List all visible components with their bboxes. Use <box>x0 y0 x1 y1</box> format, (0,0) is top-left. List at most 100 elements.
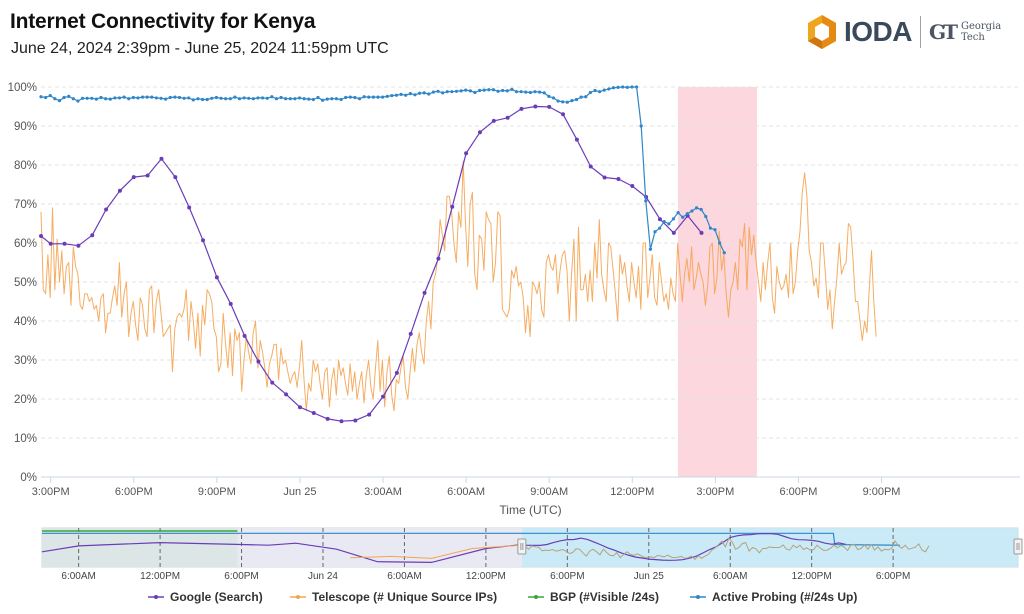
legend-symbol-marker <box>154 595 158 599</box>
active-probing-point <box>399 92 403 97</box>
y-tick-label: 70% <box>14 199 37 211</box>
active-probing-point <box>339 97 343 102</box>
active-probing-point <box>658 226 662 230</box>
active-probing-point <box>584 95 588 99</box>
active-probing-point <box>588 90 592 95</box>
active-probing-point <box>205 97 209 102</box>
active-probing-point <box>237 97 242 101</box>
google-point <box>117 188 122 193</box>
series-active-probing <box>39 85 726 255</box>
active-probing-point <box>210 96 214 100</box>
active-probing-point <box>704 214 708 219</box>
active-probing-point <box>454 89 459 93</box>
active-probing-point <box>122 95 126 99</box>
active-probing-point <box>62 95 66 100</box>
google-point <box>699 230 704 235</box>
x-tick-label: 9:00PM <box>863 486 901 498</box>
y-tick-label: 60% <box>14 238 37 250</box>
active-probing-point <box>224 97 228 101</box>
navigator-left-handle[interactable] <box>517 538 527 555</box>
active-probing-point <box>279 95 283 100</box>
y-tick-label: 80% <box>14 160 37 172</box>
date-range-subtitle: June 24, 2024 2:39pm - June 25, 2024 11:… <box>11 40 389 57</box>
google-point <box>76 243 81 248</box>
navigator-tick-label: 12:00PM <box>140 571 180 582</box>
active-probing-point <box>381 95 385 99</box>
active-probing-point <box>371 95 376 99</box>
active-probing-point <box>321 98 325 102</box>
navigator-unselected-shade <box>237 528 522 567</box>
active-probing-point <box>256 96 260 100</box>
active-probing-point <box>164 97 168 101</box>
active-probing-point <box>293 97 297 101</box>
active-probing-point <box>247 96 251 100</box>
google-point <box>173 175 178 180</box>
active-probing-point <box>708 226 713 230</box>
active-probing-point <box>85 96 89 100</box>
active-probing-point <box>311 97 315 102</box>
active-probing-point <box>671 217 676 221</box>
active-probing-point <box>187 96 191 100</box>
outage-band <box>677 87 757 477</box>
google-point <box>491 118 496 123</box>
legend-label: Telescope (# Unique Source IPs) <box>312 590 497 604</box>
active-probing-point <box>450 90 454 94</box>
active-probing-point <box>127 97 131 101</box>
active-probing-point <box>302 97 306 101</box>
active-probing-point <box>297 96 302 100</box>
google-point <box>270 380 275 385</box>
active-probing-point <box>261 96 265 100</box>
x-tick-label: Jun 25 <box>283 486 316 498</box>
ioda-brand-text: IODA <box>844 16 913 47</box>
active-probing-point <box>344 95 348 100</box>
active-probing-point <box>653 230 657 234</box>
active-probing-point <box>177 95 182 100</box>
active-probing-point <box>694 206 699 210</box>
active-probing-point <box>722 251 726 255</box>
google-point <box>131 175 136 180</box>
active-probing-point <box>436 89 440 93</box>
active-probing-point <box>394 93 399 97</box>
legend-item-telescope[interactable]: Telescope (# Unique Source IPs) <box>290 590 497 604</box>
active-probing-point <box>514 90 519 94</box>
google-point <box>214 275 219 280</box>
google-point <box>408 331 413 336</box>
active-probing-point <box>473 90 477 95</box>
y-tick-label: 10% <box>14 433 37 445</box>
navigator-tick-label: 6:00PM <box>550 571 584 582</box>
y-tick-label: 90% <box>14 121 37 133</box>
active-probing-point <box>413 93 417 97</box>
navigator-right-handle[interactable] <box>1013 538 1023 555</box>
active-probing-point <box>90 96 94 100</box>
active-probing-point <box>538 90 542 94</box>
active-probing-point <box>598 90 602 94</box>
google-point <box>367 412 372 417</box>
active-probing-point <box>519 90 523 94</box>
active-probing-point <box>422 91 426 95</box>
google-point <box>574 137 579 142</box>
logo-divider <box>920 16 921 48</box>
active-probing-point <box>542 91 546 95</box>
active-probing-point <box>145 95 149 99</box>
active-probing-point <box>431 90 436 94</box>
legend-item-google[interactable]: Google (Search) <box>148 590 263 604</box>
y-tick-label: 30% <box>14 355 37 367</box>
active-probing-point <box>71 97 75 101</box>
x-tick-label: 9:00AM <box>530 486 568 498</box>
legend-item-active-probing[interactable]: Active Probing (#/24s Up) <box>690 590 857 604</box>
legend-item-bgp[interactable]: BGP (#Visible /24s) <box>528 590 659 604</box>
legend-label: Active Probing (#/24s Up) <box>712 590 857 604</box>
active-probing-point <box>191 98 195 102</box>
active-probing-point <box>464 88 468 92</box>
active-probing-point <box>547 94 551 98</box>
active-probing-line <box>40 86 725 254</box>
active-probing-point <box>316 95 320 100</box>
active-probing-point <box>362 95 366 99</box>
active-probing-point <box>44 95 48 100</box>
active-probing-point <box>330 97 334 101</box>
x-tick-label: 3:00AM <box>364 486 402 498</box>
navigator-telescope-line <box>521 537 930 561</box>
google-point <box>436 256 441 261</box>
active-probing-point <box>270 95 274 99</box>
google-point <box>90 233 95 238</box>
